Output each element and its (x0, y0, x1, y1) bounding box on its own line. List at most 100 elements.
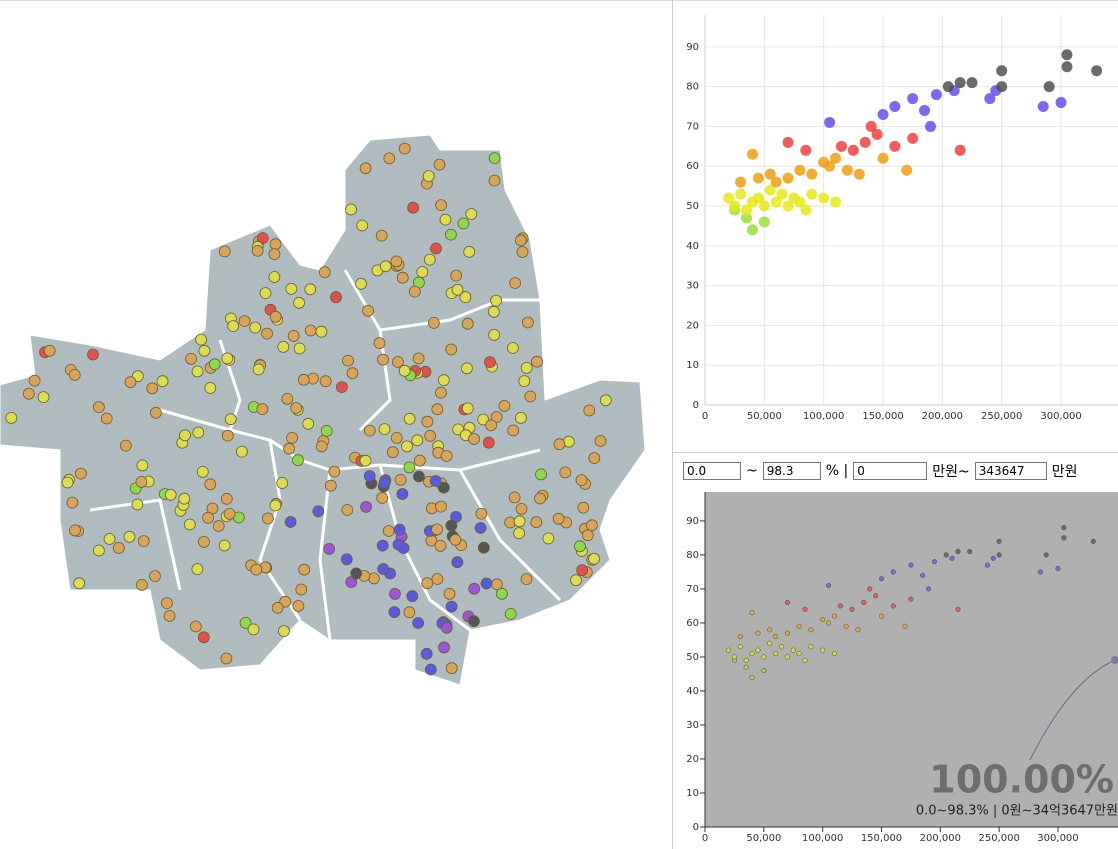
data-point (831, 613, 837, 619)
map-dot (277, 625, 290, 637)
map-dot (445, 519, 458, 532)
map-dot (516, 246, 529, 258)
data-point (735, 188, 747, 200)
map-dot (431, 523, 444, 536)
map-dot (422, 170, 435, 183)
map-dot (520, 361, 533, 374)
map-dot (488, 174, 501, 187)
map-dot (269, 238, 282, 251)
map-dot (413, 454, 426, 467)
map-dot (559, 466, 572, 479)
map-dot (376, 492, 389, 504)
x-tick-label: 50,000 (747, 411, 782, 422)
map-dot (484, 356, 496, 369)
data-point (1037, 569, 1043, 575)
map-dot (324, 479, 337, 492)
map-dot (427, 316, 440, 329)
map-dot (398, 142, 411, 155)
data-point (871, 128, 883, 140)
y-tick-label: 50 (686, 201, 699, 212)
map-dot (386, 446, 399, 459)
data-point (954, 144, 966, 156)
data-point (770, 196, 782, 208)
map-dot (290, 402, 303, 414)
map-dot (202, 511, 215, 524)
data-point (907, 93, 919, 105)
map-dot (398, 364, 411, 377)
map-dot (487, 305, 500, 318)
y-tick-label: 80 (686, 550, 699, 561)
max-percent-input[interactable] (762, 462, 821, 480)
data-point (746, 224, 758, 236)
data-point (743, 657, 749, 663)
map-dot (488, 328, 501, 341)
data-point (818, 192, 830, 204)
map-dot (124, 376, 137, 389)
map-dot (189, 620, 202, 633)
border (159, 408, 541, 472)
x-tick-label: 100,000 (802, 833, 843, 844)
map-dot (292, 600, 305, 612)
map-dot (412, 617, 425, 629)
map-dot (390, 255, 403, 268)
y-tick-label: 90 (686, 516, 699, 527)
y-tick-label: 70 (686, 584, 699, 595)
map-dot (475, 507, 488, 520)
map-dot (388, 606, 401, 618)
map-dot (318, 266, 331, 279)
x-tick-label: 100,000 (803, 411, 844, 422)
map-dot (508, 491, 521, 504)
map-dot (420, 647, 433, 660)
data-point (855, 627, 861, 633)
map-dot (359, 454, 372, 467)
map-dot (576, 564, 589, 577)
y-tick-label: 40 (686, 241, 699, 252)
map-dot (439, 213, 452, 226)
data-point (749, 674, 755, 680)
data-point (830, 196, 842, 208)
map-dot (515, 502, 528, 515)
data-point (808, 644, 814, 650)
map-dot (112, 542, 125, 554)
map-dot (304, 324, 317, 337)
data-point (820, 616, 826, 623)
data-point (824, 160, 836, 172)
map-dot (320, 424, 333, 437)
data-point (761, 654, 767, 660)
map-dot (480, 577, 493, 590)
map-dot (269, 310, 282, 323)
data-point (725, 647, 732, 653)
map-dot (408, 285, 421, 298)
data-point (758, 216, 770, 228)
min-percent-input[interactable] (683, 462, 741, 480)
map-dot (61, 476, 74, 489)
map-dot (191, 365, 204, 378)
price-unit: 만원~ (932, 464, 970, 480)
map-dot (323, 543, 336, 555)
data-point (954, 77, 966, 89)
map-dot (406, 590, 419, 603)
map-dot (599, 394, 612, 407)
data-point (908, 596, 914, 602)
map-dot (277, 340, 290, 353)
map-dot (227, 320, 240, 333)
data-point (825, 620, 832, 626)
max-price-input[interactable] (974, 462, 1047, 480)
data-point (752, 172, 764, 184)
map-dot (360, 500, 373, 513)
y-tick-label: 30 (686, 281, 699, 292)
data-point (996, 81, 1008, 93)
min-price-input[interactable] (853, 462, 928, 480)
map-dot (450, 269, 463, 282)
map-dot (183, 518, 196, 531)
border (258, 439, 302, 621)
map-dot (319, 375, 332, 388)
y-tick-label: 70 (686, 121, 699, 132)
data-point (908, 562, 914, 568)
x-tick-label: 200,000 (920, 833, 961, 844)
map-dot (434, 540, 447, 552)
data-point (741, 204, 753, 216)
map-dot (411, 434, 424, 447)
data-point (794, 196, 806, 208)
